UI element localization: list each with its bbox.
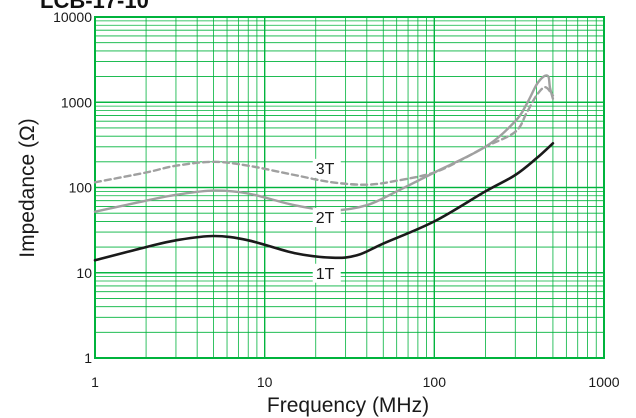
x-tick-labels: 1 10 100 1000 <box>91 374 620 390</box>
x-tick-label: 100 <box>423 374 447 390</box>
series-line-3t <box>93 86 555 186</box>
y-tick-label: 100 <box>69 180 93 196</box>
x-tick-label: 1 <box>91 374 99 390</box>
series-line-1t <box>93 142 555 262</box>
y-tick-label: 10 <box>76 265 92 281</box>
series-label-bg <box>312 158 341 178</box>
y-tick-label: 1000 <box>61 94 92 110</box>
series-label-bg <box>312 263 341 283</box>
y-tick-label: 1 <box>84 350 92 366</box>
series-labels: 1T 2T 3T <box>312 158 341 283</box>
page-title: LCB-17-10 <box>40 0 149 13</box>
series-label-3t: 3T <box>316 161 335 178</box>
y-tick-labels: 1 10 100 1000 10000 <box>53 9 92 366</box>
x-axis-title: Frequency (MHz) <box>267 394 429 417</box>
x-tick-label: 1000 <box>588 374 619 390</box>
x-tick-label: 10 <box>257 374 273 390</box>
series-label-2t: 2T <box>316 210 335 227</box>
plot-frame <box>94 16 605 359</box>
series-layer <box>93 74 555 262</box>
y-tick-label: 10000 <box>53 9 92 25</box>
y-axis-title: Impedance (Ω) <box>16 118 39 257</box>
series-line-2t <box>93 74 555 213</box>
series-label-bg <box>312 208 341 228</box>
series-label-1t: 1T <box>316 266 335 283</box>
